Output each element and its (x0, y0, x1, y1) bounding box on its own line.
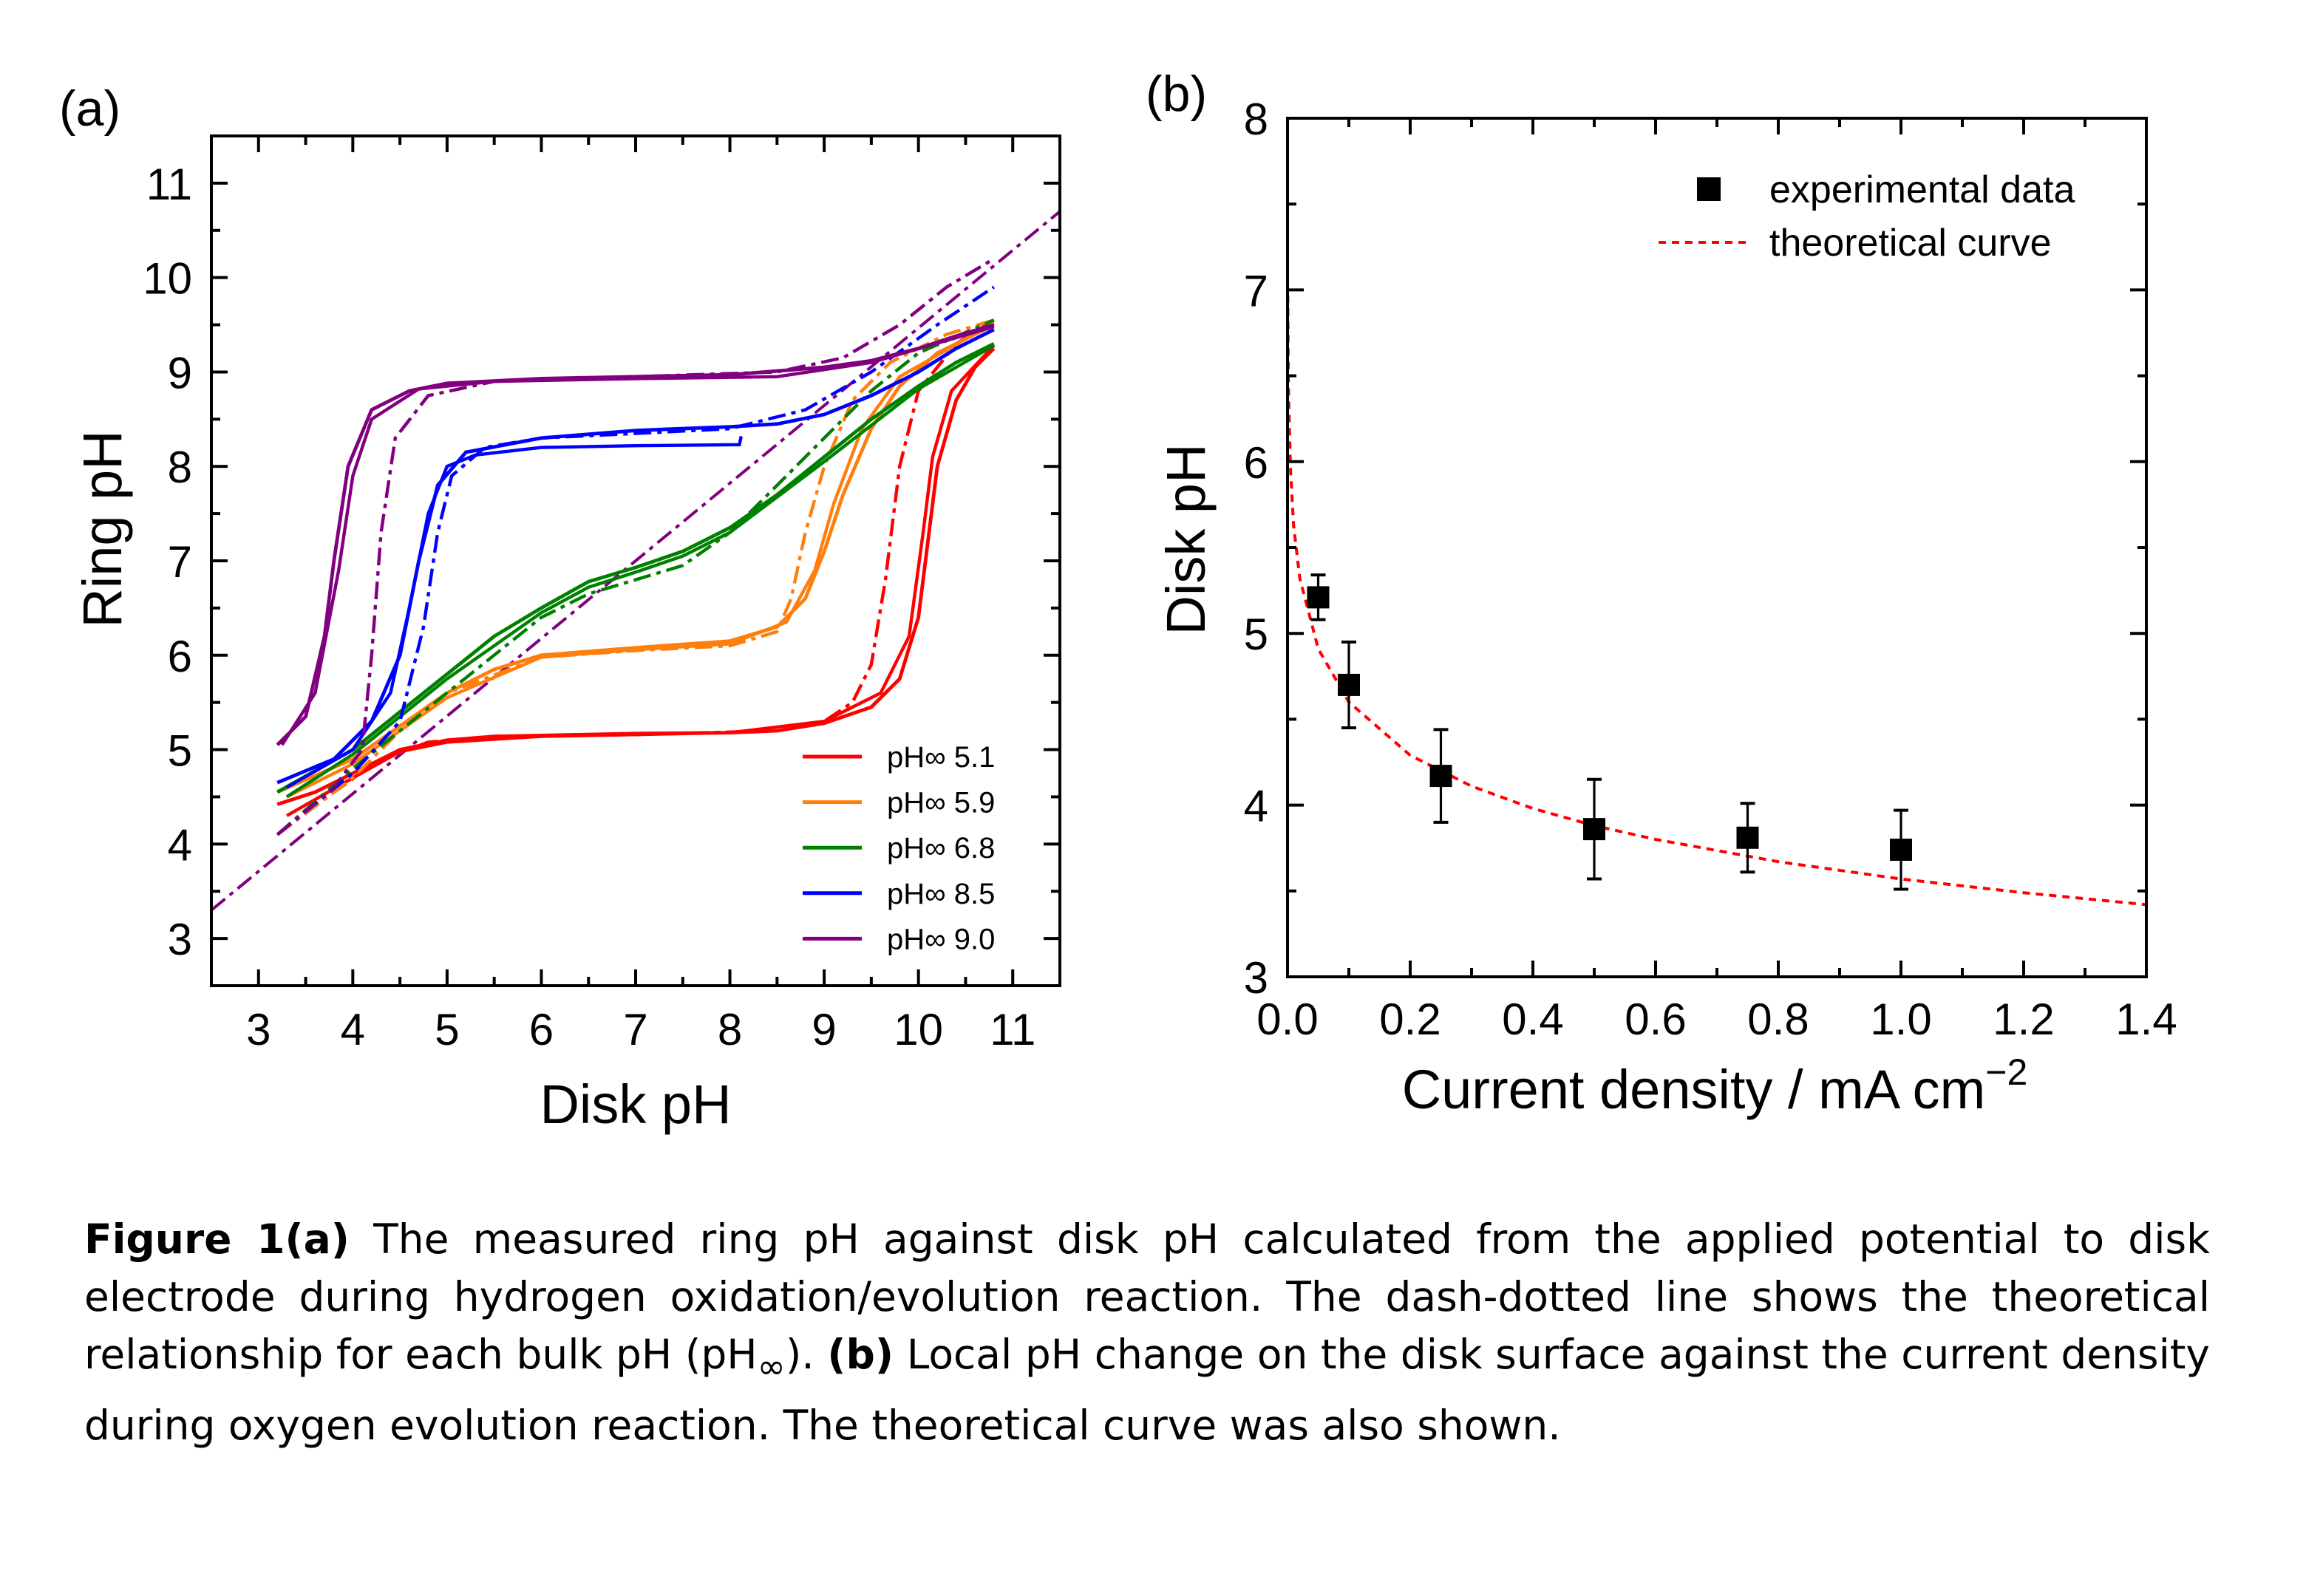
legend-label-a: pH∞ 5.9 (887, 787, 995, 819)
caption-text-b: Local pH change on the disk surface agai… (84, 1331, 2210, 1449)
series-85-measured-line (276, 327, 995, 785)
x-tick-label-a: 7 (623, 1005, 647, 1054)
figure-caption: Figure 1(a) The measured ring pH against… (84, 1212, 2210, 1455)
x-tick-label-b: 0.0 (1256, 995, 1318, 1044)
legend-label-a: pH∞ 5.1 (887, 741, 995, 774)
y-tick-label-b: 8 (1244, 95, 1268, 144)
y-tick-label-a: 7 (168, 537, 192, 587)
legend-swatch-experimental (1697, 177, 1721, 201)
data-point (1890, 839, 1912, 862)
theoretical-limit-line (211, 210, 1060, 912)
x-tick-label-b: 0.4 (1502, 995, 1563, 1044)
x-axis-label-a: Disk pH (540, 1074, 731, 1135)
y-tick-label-a: 3 (168, 915, 192, 964)
legend-label-theoretical: theoretical curve (1769, 222, 2052, 265)
data-point (1736, 826, 1759, 849)
series-85-measured-return-line (285, 435, 743, 789)
x-axis-label-b: Current density / mA cm−2 (1402, 1051, 2028, 1120)
series-90-theoretical-line (276, 257, 995, 836)
y-tick-label-b: 7 (1244, 266, 1268, 316)
x-tick-label-a: 8 (718, 1005, 742, 1054)
theoretical-curve (1286, 295, 2147, 907)
caption-text-a: The measured ring pH against disk pH cal… (84, 1216, 2210, 1379)
plot-area-b (1286, 295, 2147, 907)
data-point (1338, 673, 1360, 696)
y-tick-label-a: 11 (146, 160, 192, 209)
x-tick-label-a: 4 (341, 1005, 365, 1054)
series-51-measured-return-line (285, 344, 996, 817)
y-tick-label-b: 3 (1244, 953, 1268, 1003)
data-point (1429, 765, 1452, 788)
x-tick-label-a: 6 (529, 1005, 554, 1054)
y-tick-label-a: 6 (168, 632, 192, 681)
x-tick-label-b: 1.2 (1993, 995, 2054, 1044)
x-tick-label-b: 0.2 (1379, 995, 1441, 1044)
caption-subscript: ∞ (757, 1348, 786, 1387)
panel-label-b: (b) (1146, 66, 1207, 122)
legend-label-a: pH∞ 6.8 (887, 832, 995, 864)
plot-area-a (211, 210, 1060, 912)
data-point (1583, 818, 1605, 841)
x-tick-label-a: 10 (894, 1005, 943, 1054)
series-51-measured-line (276, 347, 996, 806)
x-tick-label-b: 0.6 (1625, 995, 1686, 1044)
x-tick-label-b: 0.8 (1747, 995, 1809, 1044)
caption-b-label: (b) (827, 1331, 894, 1379)
legend-label-a: pH∞ 8.5 (887, 878, 995, 910)
x-tick-label-a: 9 (812, 1005, 836, 1054)
legend-label-experimental: experimental data (1769, 168, 2075, 211)
series-68-theoretical-line (276, 318, 995, 836)
series-68-measured-line (276, 342, 995, 794)
x-axis-label-superscript: −2 (1985, 1051, 2027, 1093)
data-point (1307, 586, 1330, 609)
y-tick-label-b: 4 (1244, 782, 1268, 831)
y-tick-label-a: 9 (168, 348, 192, 398)
y-tick-label-b: 6 (1244, 438, 1268, 488)
legend-label-a: pH∞ 9.0 (887, 923, 995, 955)
panel-label-a: (a) (59, 81, 120, 137)
caption-text-a-end: ). (785, 1331, 828, 1379)
y-tick-label-a: 8 (168, 443, 192, 492)
x-tick-label-b: 1.4 (2115, 995, 2177, 1044)
y-tick-label-a: 4 (168, 820, 192, 870)
y-axis-label-a: Ring pH (72, 430, 133, 627)
caption-figure-label: Figure 1(a) (84, 1216, 350, 1264)
x-tick-label-a: 5 (435, 1005, 459, 1054)
series-68-measured-return-line (285, 344, 995, 799)
y-tick-label-a: 10 (143, 254, 192, 304)
y-tick-label-a: 5 (168, 726, 192, 776)
x-tick-label-a: 11 (990, 1005, 1035, 1054)
y-tick-label-b: 5 (1244, 610, 1268, 659)
y-axis-label-b: Disk pH (1155, 443, 1217, 635)
series-90-measured-line (276, 323, 995, 746)
x-tick-label-a: 3 (246, 1005, 271, 1054)
x-tick-label-b: 1.0 (1870, 995, 1931, 1044)
